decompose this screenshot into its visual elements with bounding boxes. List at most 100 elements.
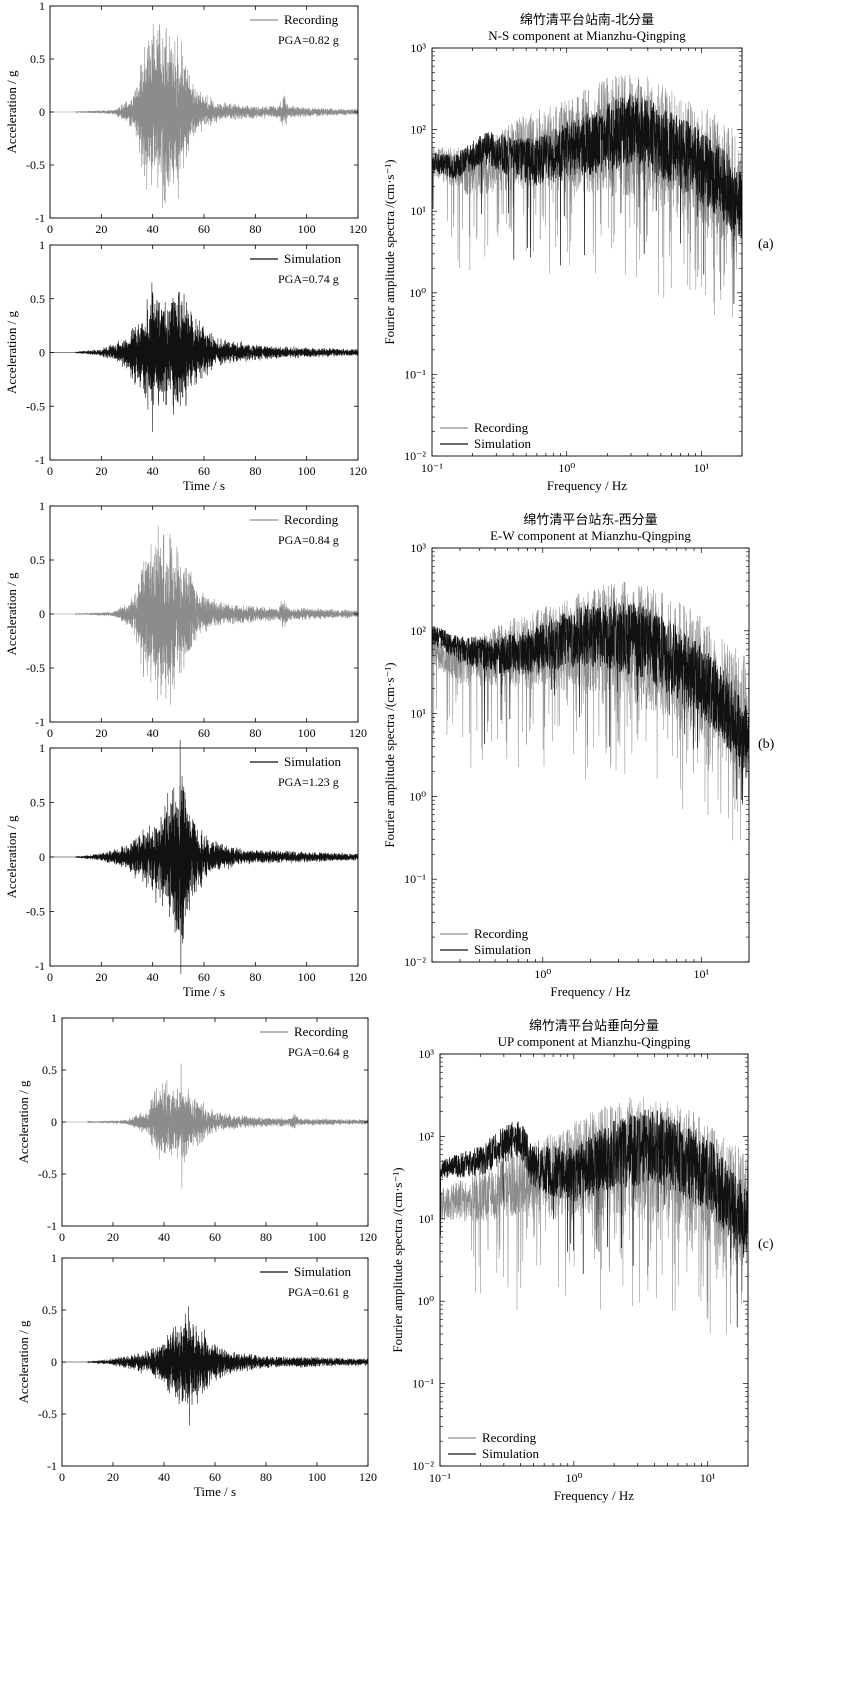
x-tick-label: 10⁰ bbox=[558, 461, 575, 475]
y-tick-label: 10¹ bbox=[418, 1212, 434, 1226]
y-tick-label: -0.5 bbox=[38, 1407, 57, 1421]
y-tick-label: 0.5 bbox=[30, 292, 45, 306]
y-tick-label: 10¹ bbox=[410, 707, 426, 721]
series-recording-spectrum bbox=[440, 1096, 748, 1335]
pga-annotation: PGA=0.74 g bbox=[278, 272, 339, 286]
y-tick-label: 0.5 bbox=[42, 1063, 57, 1077]
series-recording-spectrum bbox=[432, 74, 742, 318]
y-tick-label: 10⁰ bbox=[409, 789, 426, 803]
y-tick-label: 1 bbox=[51, 1251, 57, 1265]
x-tick-label: 0 bbox=[47, 464, 53, 478]
x-tick-label: 100 bbox=[308, 1470, 326, 1484]
y-tick-label: 10⁻² bbox=[412, 1459, 434, 1473]
x-tick-label: 20 bbox=[107, 1470, 119, 1484]
y-tick-label: 0 bbox=[51, 1115, 57, 1129]
y-tick-label: 0 bbox=[39, 607, 45, 621]
y-tick-label: 0 bbox=[39, 346, 45, 360]
x-tick-label: 0 bbox=[59, 1230, 65, 1244]
y-tick-label: -0.5 bbox=[26, 399, 45, 413]
pga-annotation: PGA=0.61 g bbox=[288, 1285, 349, 1299]
y-tick-label: 0.5 bbox=[42, 1303, 57, 1317]
pga-annotation: PGA=1.23 g bbox=[278, 775, 339, 789]
series-simulation-spectrum bbox=[432, 93, 742, 304]
x-tick-label: 120 bbox=[359, 1470, 377, 1484]
x-tick-label: 100 bbox=[298, 222, 316, 236]
y-tick-label: 10¹ bbox=[410, 204, 426, 218]
y-tick-label: 10² bbox=[418, 1129, 434, 1143]
chart-c-sim: 0 20 40 60 80 100 120 -1 -0.5 0 0.5 1 Acceleration /… bbox=[16, 1251, 377, 1499]
y-tick-label: 10⁰ bbox=[417, 1294, 434, 1308]
pga-annotation: PGA=0.64 g bbox=[288, 1045, 349, 1059]
x-tick-label: 80 bbox=[260, 1470, 272, 1484]
x-tick-label: 40 bbox=[147, 726, 159, 740]
y-tick-label: -1 bbox=[35, 715, 45, 729]
panel-label-a: (a) bbox=[758, 237, 774, 252]
x-tick-label: 60 bbox=[198, 222, 210, 236]
y-tick-label: 1 bbox=[39, 499, 45, 513]
y-axis-label: Fourier amplitude spectra /(cm·s⁻¹) bbox=[390, 1167, 405, 1352]
legend-label: Recording bbox=[284, 12, 339, 27]
pga-annotation: PGA=0.84 g bbox=[278, 533, 339, 547]
x-axis-label: Time / s bbox=[183, 984, 225, 999]
legend-label-recording: Recording bbox=[474, 926, 529, 941]
x-tick-label: 0 bbox=[47, 222, 53, 236]
x-tick-label: 20 bbox=[95, 222, 107, 236]
series-simulation-trace bbox=[62, 1306, 369, 1426]
plot-frame bbox=[431, 547, 750, 963]
x-tick-label: 10⁰ bbox=[534, 967, 551, 981]
x-axis-label: Time / s bbox=[183, 478, 225, 493]
x-tick-label: 120 bbox=[349, 464, 367, 478]
panel-label-c: (c) bbox=[758, 1237, 774, 1252]
x-tick-label: 60 bbox=[209, 1230, 221, 1244]
x-tick-label: 10⁻¹ bbox=[421, 461, 443, 475]
legend-label: Simulation bbox=[284, 251, 342, 266]
spectra-area bbox=[432, 581, 749, 841]
x-tick-label: 10¹ bbox=[693, 967, 709, 981]
x-tick-label: 80 bbox=[249, 464, 261, 478]
y-tick-label: -0.5 bbox=[26, 158, 45, 172]
x-tick-label: 0 bbox=[59, 1470, 65, 1484]
legend-label-simulation: Simulation bbox=[474, 942, 532, 957]
x-tick-label: 60 bbox=[198, 464, 210, 478]
chart-a-rec: 0 20 40 60 80 100 120 -1 -0.5 0 0.5 1 Acceleration /… bbox=[4, 0, 367, 236]
y-tick-label: 0.5 bbox=[30, 553, 45, 567]
y-axis-label: Fourier amplitude spectra /(cm·s⁻¹) bbox=[382, 159, 397, 344]
y-axis-label: Acceleration / g bbox=[4, 815, 19, 899]
y-tick-label: 10⁻¹ bbox=[412, 1377, 434, 1391]
x-tick-label: 60 bbox=[198, 970, 210, 984]
x-tick-label: 120 bbox=[359, 1230, 377, 1244]
y-tick-label: 1 bbox=[39, 238, 45, 252]
series-recording-trace bbox=[50, 23, 359, 209]
y-axis-label: Fourier amplitude spectra /(cm·s⁻¹) bbox=[382, 662, 397, 847]
chart-b-sim: 0 20 40 60 80 100 120 -1 -0.5 0 0.5 1 Acceleration /… bbox=[4, 739, 367, 999]
x-tick-label: 60 bbox=[198, 726, 210, 740]
x-tick-label: 40 bbox=[147, 222, 159, 236]
series-recording-trace bbox=[50, 525, 359, 705]
x-tick-label: 100 bbox=[298, 464, 316, 478]
legend-label-simulation: Simulation bbox=[482, 1446, 540, 1461]
chart-b-rec: 0 20 40 60 80 100 120 -1 -0.5 0 0.5 1 Acceleration /… bbox=[4, 499, 367, 740]
chart-title: 绵竹清平台站南-北分量 bbox=[520, 12, 654, 27]
y-tick-label: 0.5 bbox=[30, 796, 45, 810]
chart-b-fas: 10⁰ 10¹ 10⁻² 10⁻¹ 10⁰ 10¹ 10² 10³ Fourier amplit… bbox=[382, 512, 750, 999]
y-axis-label: Acceleration / g bbox=[4, 310, 19, 394]
y-tick-label: 0 bbox=[51, 1355, 57, 1369]
x-tick-label: 100 bbox=[298, 970, 316, 984]
chart-title: 绵竹清平台站东-西分量 bbox=[523, 512, 657, 527]
y-axis-label: Acceleration / g bbox=[4, 572, 19, 656]
y-tick-label: -0.5 bbox=[26, 661, 45, 675]
x-axis-label: Frequency / Hz bbox=[547, 478, 627, 493]
spectra-area bbox=[432, 74, 742, 318]
chart-c-rec: 0 20 40 60 80 100 120 -1 -0.5 0 0.5 1 Acceleration /… bbox=[16, 1011, 377, 1244]
chart-subtitle: UP component at Mianzhu-Qingping bbox=[498, 1034, 691, 1049]
chart-a-sim: 0 20 40 60 80 100 120 -1 -0.5 0 0.5 1 Acceleration /… bbox=[4, 238, 367, 493]
x-tick-label: 20 bbox=[95, 726, 107, 740]
y-axis-label: Acceleration / g bbox=[16, 1080, 31, 1164]
x-tick-label: 100 bbox=[308, 1230, 326, 1244]
series-simulation-trace bbox=[50, 282, 359, 433]
x-tick-label: 20 bbox=[95, 464, 107, 478]
x-tick-label: 40 bbox=[158, 1230, 170, 1244]
y-tick-label: -1 bbox=[35, 211, 45, 225]
y-tick-label: -1 bbox=[47, 1459, 57, 1473]
